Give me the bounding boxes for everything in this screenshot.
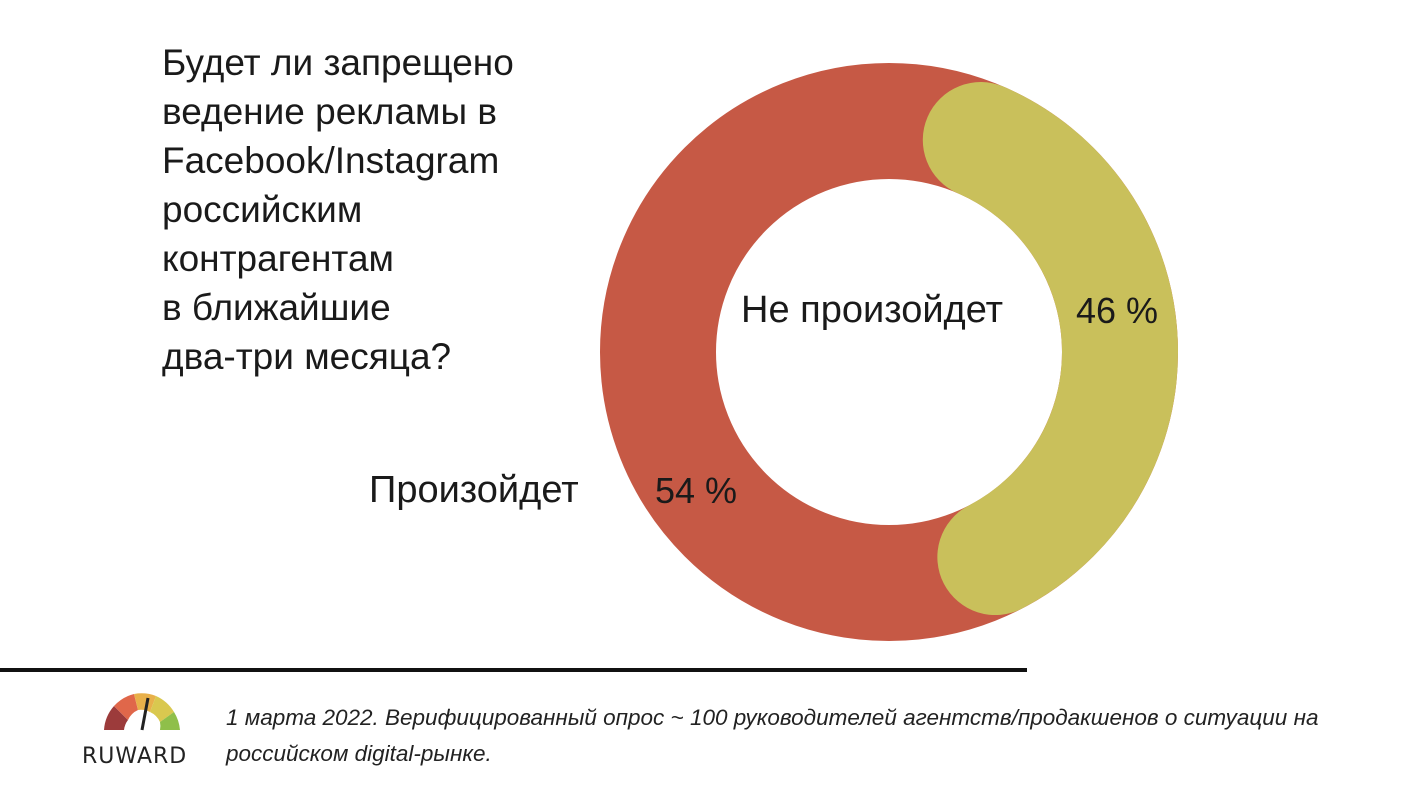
divider-line (0, 668, 1027, 672)
ruward-logo-text: RUWARD (82, 744, 188, 769)
chart-question-title: Будет ли запрещено ведение рекламы в Fac… (162, 42, 514, 377)
slice-label-no: Не произойдет (741, 289, 1004, 331)
donut-chart (600, 63, 1178, 641)
slice-arc-no (922, 82, 1178, 616)
slice-value-yes: 54 % (655, 470, 738, 511)
slice-label-yes: Произойдет (369, 469, 579, 511)
donut-slices (600, 63, 1178, 641)
survey-footnote: 1 марта 2022. Верифицированный опрос ~ 1… (226, 705, 1319, 766)
slice-value-no: 46 % (1076, 290, 1159, 331)
gauge-icon (104, 693, 180, 731)
